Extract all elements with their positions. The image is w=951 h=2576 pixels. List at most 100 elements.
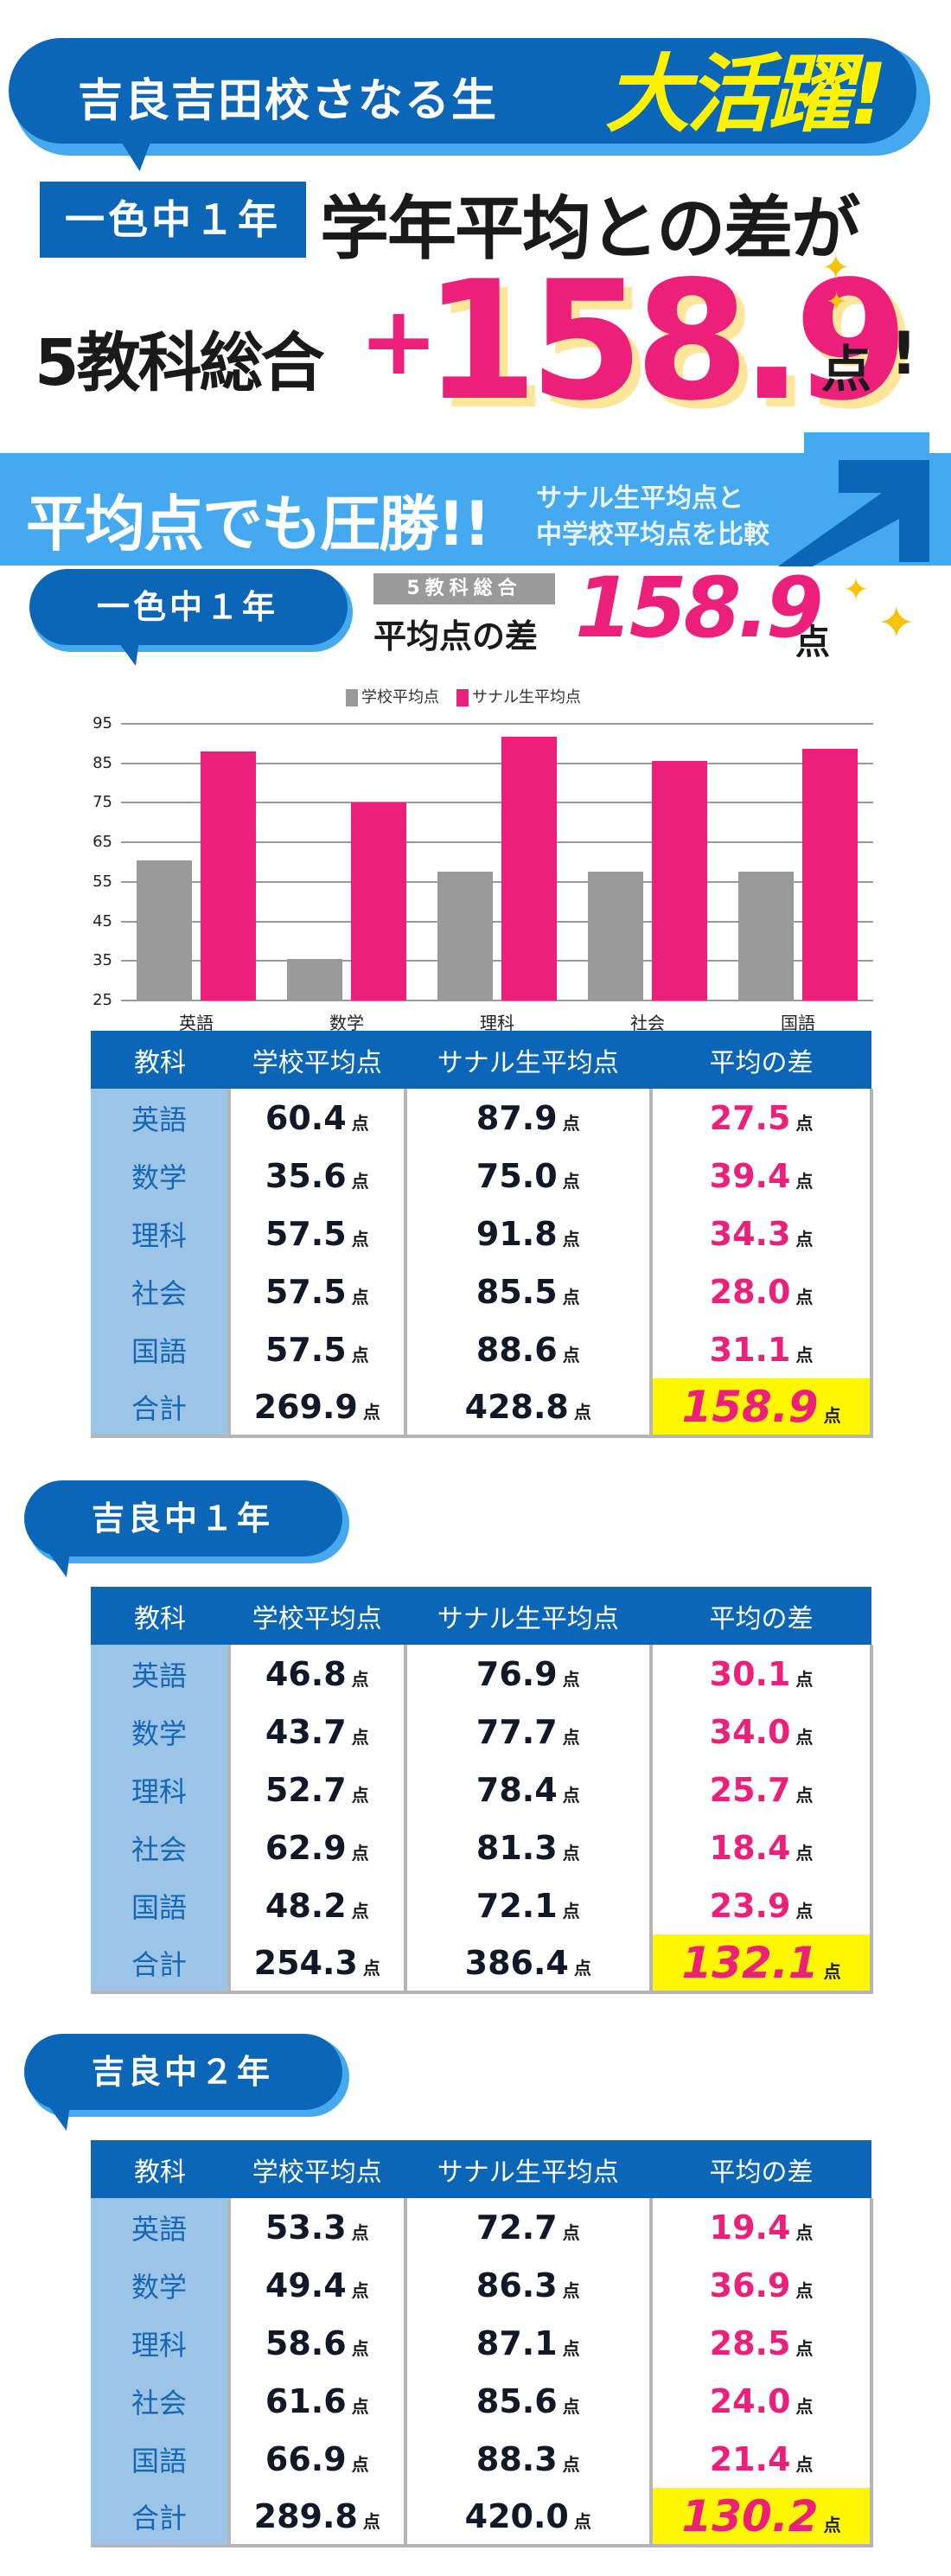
school-avg-cell: 66.9 点 xyxy=(227,2430,405,2488)
y-tick-label: 85 xyxy=(93,753,112,772)
banner-sub-line2: 中学校平均点を比較 xyxy=(536,520,769,550)
gridline xyxy=(121,960,873,962)
score-table: 教科 学校平均点 サナル生平均点 平均の差 英語 60.4 点 87.9 点 27.5 点数学 35.… xyxy=(91,1031,873,1438)
bar-chart: 学校平均点 サナル生平均点 95 85 75 65 55 45 35 25 英語 数学 理科 社会 国語 xyxy=(52,674,873,1033)
diff-cell: 132.1 点 xyxy=(649,1934,873,1994)
value: 39.4 xyxy=(709,1156,791,1195)
chart-legend: 学校平均点 サナル生平均点 xyxy=(346,685,581,707)
value: 35.6 xyxy=(265,1156,347,1195)
subject-cell: 理科 xyxy=(91,1761,229,1819)
unit-label: 点 xyxy=(351,1286,369,1307)
school-avg-cell: 289.8 点 xyxy=(227,2488,405,2547)
subject-cell: 合計 xyxy=(91,2488,229,2547)
unit-label: 点 xyxy=(795,1170,814,1192)
value: 81.3 xyxy=(476,1828,558,1867)
x-tick-label: 英語 xyxy=(179,1013,214,1033)
unit-label: 点 xyxy=(351,1112,369,1134)
table-header-row: 教科 学校平均点 サナル生平均点 平均の差 xyxy=(91,1587,871,1645)
value: 49.4 xyxy=(265,2266,347,2304)
value: 57.5 xyxy=(265,1214,347,1253)
value: 91.8 xyxy=(476,1214,558,1253)
school-avg-cell: 53.3 点 xyxy=(227,2198,405,2256)
value: 27.5 xyxy=(709,1098,791,1137)
hero-big-value: 158.9 xyxy=(424,246,909,437)
diff-cell: 24.0 点 xyxy=(649,2372,873,2430)
school-avg-cell: 254.3 点 xyxy=(227,1934,405,1994)
subject-cell: 社会 xyxy=(91,1262,229,1320)
column-header: 教科 xyxy=(91,1031,229,1089)
unit-label: 点 xyxy=(795,1900,814,1921)
value: 88.6 xyxy=(476,1330,558,1369)
value: 21.4 xyxy=(709,2439,791,2478)
x-tick-label: 数学 xyxy=(329,1013,364,1033)
y-tick-label: 45 xyxy=(93,911,112,930)
column-header: サナル生平均点 xyxy=(405,2140,652,2198)
bar-school-0 xyxy=(137,860,192,1000)
unit-label: 点 xyxy=(351,2221,369,2243)
unit-label: 点 xyxy=(795,1784,814,1806)
value: 87.9 xyxy=(476,1098,558,1137)
value: 86.3 xyxy=(476,2266,558,2304)
subject-cell: 理科 xyxy=(91,2314,229,2372)
legend-item-school: 学校平均点 xyxy=(346,685,439,707)
value: 28.0 xyxy=(709,1272,791,1311)
sanaru-avg-cell: 87.1 点 xyxy=(403,2314,652,2372)
hero-plus-sign: + xyxy=(359,285,439,396)
unit-label: 点 xyxy=(362,1957,380,1978)
sanaru-avg-cell: 88.6 点 xyxy=(403,1320,652,1378)
hero-heading-line2: 5教科総合 xyxy=(35,326,324,400)
score-table: 教科 学校平均点 サナル生平均点 平均の差 英語 46.8 点 76.9 点 30.1 点数学 43.… xyxy=(91,1587,873,1994)
unit-label: 点 xyxy=(562,2395,580,2417)
gridline xyxy=(121,802,873,804)
hero-bubble-text: 吉良吉田校さなる生 xyxy=(78,75,499,127)
bar-sanaru-0 xyxy=(201,751,256,1000)
chart-plot-area: 95 85 75 65 55 45 35 25 英語 数学 理科 社会 国語 xyxy=(93,714,873,1033)
value: 77.7 xyxy=(476,1712,558,1751)
section-bubble-isshiki1: 一色中１年 xyxy=(29,569,348,645)
value: 46.8 xyxy=(265,1654,347,1693)
unit-label: 点 xyxy=(351,1170,369,1192)
school-avg-cell: 269.9 点 xyxy=(227,1378,405,1438)
sanaru-avg-cell: 420.0 点 xyxy=(403,2488,652,2547)
subject-cell: 英語 xyxy=(91,1645,229,1703)
banner-title: 平均点でも圧勝!! xyxy=(26,489,491,559)
unit-label: 点 xyxy=(351,1900,369,1921)
unit-label: 点 xyxy=(795,1726,814,1748)
unit-label: 点 xyxy=(362,2510,380,2532)
subject-cell: 数学 xyxy=(91,1703,229,1761)
diff-cell: 30.1 点 xyxy=(649,1645,873,1703)
column-header: 学校平均点 xyxy=(229,1031,405,1089)
value: 61.6 xyxy=(265,2381,347,2420)
table-row: 英語 60.4 点 87.9 点 27.5 点 xyxy=(91,1089,873,1147)
unit-label: 点 xyxy=(795,1228,814,1250)
diff-cell: 130.2 点 xyxy=(649,2488,873,2547)
bar-sanaru-2 xyxy=(501,736,557,1000)
sparkle-icon: ✦ xyxy=(843,572,870,608)
x-tick-label: 社会 xyxy=(630,1013,665,1033)
sanaru-avg-cell: 77.7 点 xyxy=(403,1703,652,1761)
table-row: 理科 58.6 点 87.1 点 28.5 点 xyxy=(91,2314,873,2372)
table-row: 国語 66.9 点 88.3 点 21.4 点 xyxy=(91,2430,873,2488)
column-header: 平均の差 xyxy=(651,2140,871,2198)
value: 66.9 xyxy=(265,2439,347,2478)
school-avg-cell: 48.2 点 xyxy=(227,1876,405,1934)
value: 57.5 xyxy=(265,1330,347,1369)
hero-exclaim-mark: ! xyxy=(890,320,918,388)
sanaru-avg-cell: 72.7 点 xyxy=(403,2198,652,2256)
unit-label: 点 xyxy=(562,2221,580,2243)
unit-label: 点 xyxy=(562,1726,580,1748)
sanaru-avg-cell: 91.8 点 xyxy=(403,1205,652,1262)
bar-sanaru-3 xyxy=(652,761,707,1000)
column-header: 平均の差 xyxy=(651,1031,871,1089)
value: 87.1 xyxy=(476,2324,558,2362)
unit-label: 点 xyxy=(562,1784,580,1806)
gridline xyxy=(121,1000,873,1001)
y-tick-label: 95 xyxy=(93,714,112,732)
bar-sanaru-1 xyxy=(351,802,406,1000)
unit-label: 点 xyxy=(795,2279,814,2301)
unit-label: 点 xyxy=(351,1344,369,1365)
unit-label: 点 xyxy=(795,2337,814,2359)
column-header: 教科 xyxy=(91,2140,229,2198)
subject-cell: 社会 xyxy=(91,1819,229,1876)
school-avg-cell: 60.4 点 xyxy=(227,1089,405,1147)
